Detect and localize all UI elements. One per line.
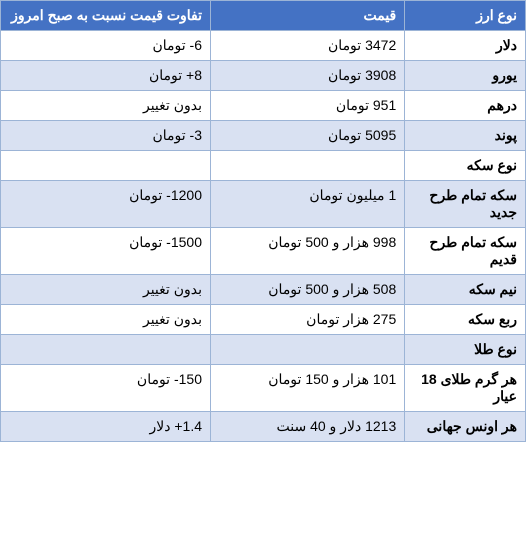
header-row: نوع ارز قیمت تفاوت قیمت نسبت به صبح امرو… xyxy=(1,1,526,31)
price-table: نوع ارز قیمت تفاوت قیمت نسبت به صبح امرو… xyxy=(0,0,526,442)
cell-price: 101 هزار و 150 تومان xyxy=(211,365,405,412)
cell-diff: 1500- تومان xyxy=(1,228,211,275)
cell-diff xyxy=(1,151,211,181)
table-row: پوند5095 تومان3- تومان xyxy=(1,121,526,151)
cell-diff: 1.4+ دلار xyxy=(1,412,211,442)
cell-price: 998 هزار و 500 تومان xyxy=(211,228,405,275)
header-price: قیمت xyxy=(211,1,405,31)
table-row: دلار3472 تومان6- تومان xyxy=(1,31,526,61)
cell-price: 5095 تومان xyxy=(211,121,405,151)
table-row: یورو3908 تومان8+ تومان xyxy=(1,61,526,91)
cell-type: نیم سکه xyxy=(405,275,526,305)
header-type: نوع ارز xyxy=(405,1,526,31)
cell-price xyxy=(211,151,405,181)
table-row: سکه تمام طرح قدیم998 هزار و 500 تومان150… xyxy=(1,228,526,275)
cell-price: 1213 دلار و 40 سنت xyxy=(211,412,405,442)
table-row: نوع طلا xyxy=(1,335,526,365)
cell-diff: بدون تغییر xyxy=(1,305,211,335)
cell-diff: 6- تومان xyxy=(1,31,211,61)
header-diff: تفاوت قیمت نسبت به صبح امروز xyxy=(1,1,211,31)
cell-type: سکه تمام طرح قدیم xyxy=(405,228,526,275)
cell-type: نوع سکه xyxy=(405,151,526,181)
cell-type: دلار xyxy=(405,31,526,61)
cell-type: هر اونس جهانی xyxy=(405,412,526,442)
table-body: دلار3472 تومان6- تومانیورو3908 تومان8+ ت… xyxy=(1,31,526,442)
cell-price: 951 تومان xyxy=(211,91,405,121)
cell-diff: بدون تغییر xyxy=(1,275,211,305)
cell-diff: 8+ تومان xyxy=(1,61,211,91)
cell-diff: 1200- تومان xyxy=(1,181,211,228)
cell-price: 508 هزار و 500 تومان xyxy=(211,275,405,305)
table-row: هر اونس جهانی1213 دلار و 40 سنت1.4+ دلار xyxy=(1,412,526,442)
table-row: نوع سکه xyxy=(1,151,526,181)
cell-type: یورو xyxy=(405,61,526,91)
cell-price xyxy=(211,335,405,365)
cell-price: 1 میلیون تومان xyxy=(211,181,405,228)
cell-diff xyxy=(1,335,211,365)
table-row: هر گرم طلای 18 عیار101 هزار و 150 تومان1… xyxy=(1,365,526,412)
table-row: ربع سکه275 هزار تومانبدون تغییر xyxy=(1,305,526,335)
cell-type: پوند xyxy=(405,121,526,151)
cell-diff: بدون تغییر xyxy=(1,91,211,121)
cell-diff: 150- تومان xyxy=(1,365,211,412)
cell-type: هر گرم طلای 18 عیار xyxy=(405,365,526,412)
cell-type: سکه تمام طرح جدید xyxy=(405,181,526,228)
cell-type: درهم xyxy=(405,91,526,121)
cell-price: 275 هزار تومان xyxy=(211,305,405,335)
table-row: درهم951 تومانبدون تغییر xyxy=(1,91,526,121)
cell-diff: 3- تومان xyxy=(1,121,211,151)
cell-price: 3472 تومان xyxy=(211,31,405,61)
table-row: نیم سکه508 هزار و 500 تومانبدون تغییر xyxy=(1,275,526,305)
cell-price: 3908 تومان xyxy=(211,61,405,91)
cell-type: نوع طلا xyxy=(405,335,526,365)
cell-type: ربع سکه xyxy=(405,305,526,335)
table-row: سکه تمام طرح جدید1 میلیون تومان1200- توم… xyxy=(1,181,526,228)
